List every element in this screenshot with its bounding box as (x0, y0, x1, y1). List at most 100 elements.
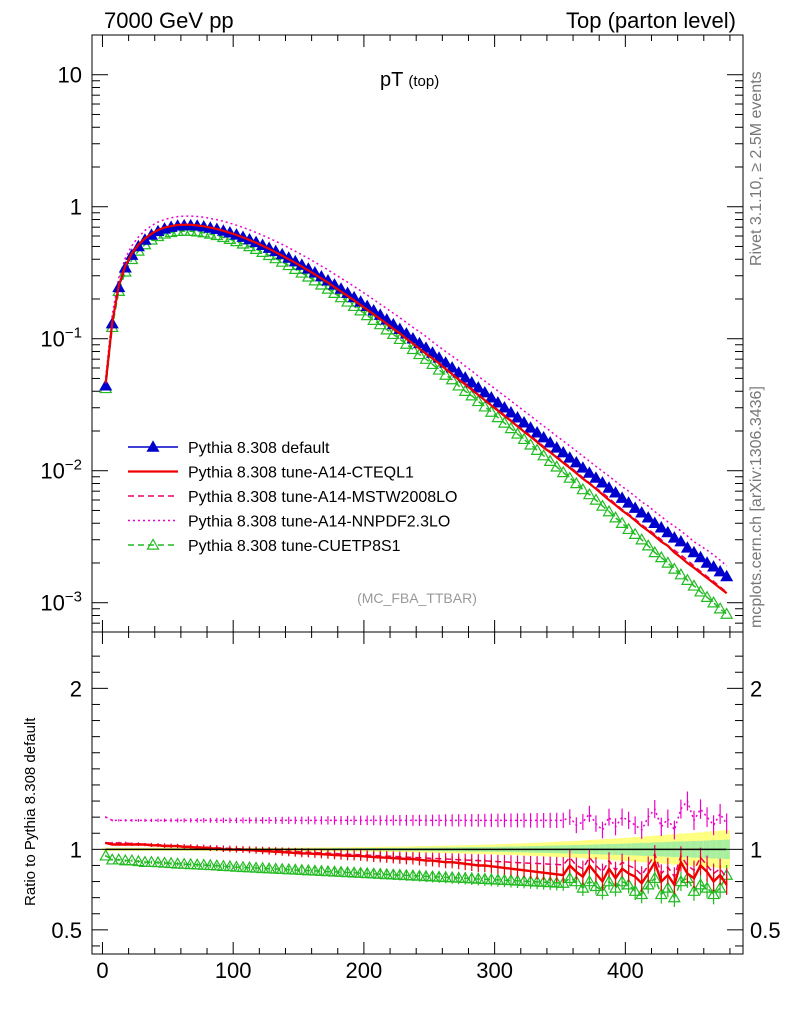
data-point-cuetp8s1 (484, 405, 498, 417)
data-point-cuetp8s1 (478, 400, 492, 412)
data-point-cuetp8s1 (543, 454, 557, 466)
series-line-nnpdf (104, 215, 728, 567)
legend-label-default: Pythia 8.308 default (188, 440, 330, 457)
ratio-point-cuetp8s1 (223, 859, 237, 872)
data-point-cuetp8s1 (707, 596, 721, 608)
data-point-default (648, 516, 662, 528)
header-process-label: Top (parton level) (566, 8, 736, 33)
ratio-point-cuetp8s1 (321, 864, 335, 877)
ratio-point-cuetp8s1 (210, 859, 224, 871)
data-point-default (510, 411, 525, 423)
data-point-default (589, 471, 603, 483)
data-point-default (569, 456, 583, 468)
data-point-cuetp8s1 (504, 421, 518, 434)
data-point-cuetp8s1 (425, 357, 440, 370)
data-point-default (615, 491, 629, 503)
ratio-point-cuetp8s1 (458, 871, 472, 884)
ratio-point-cuetp8s1 (386, 868, 400, 880)
data-point-default (497, 401, 511, 413)
data-point-default (517, 416, 531, 428)
data-point-cuetp8s1 (445, 372, 459, 385)
data-point-cuetp8s1 (661, 556, 675, 568)
y-tick-label: 1 (70, 195, 82, 220)
ratio-point-cuetp8s1 (229, 860, 243, 872)
data-point-cuetp8s1 (720, 607, 734, 619)
ratio-point-cuetp8s1 (144, 855, 159, 867)
data-point-default (674, 534, 688, 547)
data-point-cuetp8s1 (648, 545, 662, 558)
data-point-default (661, 525, 675, 538)
data-point-default (563, 451, 577, 463)
ratio-point-cuetp8s1 (256, 861, 270, 874)
ratio-point-cuetp8s1 (327, 865, 342, 877)
ratio-point-cuetp8s1 (674, 874, 688, 887)
ratio-point-cuetp8s1 (216, 859, 230, 871)
data-point-default (524, 421, 538, 433)
data-point-cuetp8s1 (595, 499, 610, 511)
ratio-y-tick-label-right: 0.5 (750, 918, 781, 943)
data-point-cuetp8s1 (589, 493, 603, 505)
x-tick-label: 200 (346, 958, 383, 983)
data-point-default (543, 436, 557, 448)
ratio-point-cuetp8s1 (341, 865, 355, 878)
ratio-point-cuetp8s1 (700, 881, 714, 893)
data-point-cuetp8s1 (674, 567, 688, 580)
legend-label-cteql1: Pythia 8.308 tune-A14-CTEQL1 (188, 465, 414, 482)
ratio-y-tick-label: 1 (70, 837, 82, 862)
data-point-cuetp8s1 (393, 332, 407, 345)
data-point-default (700, 556, 714, 568)
ratio-point-cuetp8s1 (314, 864, 328, 876)
data-point-default (445, 361, 459, 373)
data-point-cuetp8s1 (406, 342, 420, 355)
data-point-default (628, 501, 642, 513)
ratio-point-cuetp8s1 (131, 854, 145, 867)
data-point-cuetp8s1 (452, 379, 466, 391)
ratio-point-cuetp8s1 (118, 853, 132, 866)
ratio-point-cuetp8s1 (197, 858, 211, 870)
legend-label-nnpdf: Pythia 8.308 tune-A14-NNPDF2.3LO (188, 514, 450, 531)
ratio-point-cuetp8s1 (380, 867, 394, 880)
series-line-cuetp8s1 (104, 230, 728, 615)
rivet-version-label: Rivet 3.1.10, ≥ 2.5M events (748, 71, 765, 266)
ratio-point-cuetp8s1 (125, 853, 139, 866)
ratio-point-cuetp8s1 (628, 884, 642, 896)
ratio-point-cuetp8s1 (530, 875, 544, 887)
data-point-cuetp8s1 (517, 432, 531, 445)
ratio-point-cuetp8s1 (190, 858, 204, 870)
series-line-cteql1 (104, 223, 728, 595)
data-point-cuetp8s1 (530, 443, 544, 455)
ratio-point-cuetp8s1 (478, 872, 492, 885)
ratio-point-cuetp8s1 (99, 849, 113, 861)
ratio-point-cuetp8s1 (367, 867, 381, 879)
data-point-cuetp8s1 (556, 465, 570, 478)
ratio-point-cuetp8s1 (693, 878, 708, 890)
ratio-point-cuetp8s1 (635, 887, 649, 900)
x-tick-label: 300 (476, 958, 513, 983)
data-point-cuetp8s1 (680, 573, 694, 585)
data-point-default (504, 406, 518, 418)
data-point-default (99, 379, 113, 391)
ratio-point-cuetp8s1 (465, 871, 479, 884)
y-tick-label: 10−1 (40, 325, 82, 352)
ratio-point-cuetp8s1 (164, 856, 178, 869)
ratio-point-cuetp8s1 (615, 874, 629, 887)
ratio-y-tick-label-right: 1 (750, 837, 762, 862)
header-beam-label: 7000 GeV pp (104, 8, 234, 33)
ratio-point-cuetp8s1 (158, 856, 172, 868)
data-point-cuetp8s1 (569, 476, 583, 489)
ratio-point-cuetp8s1 (249, 861, 263, 873)
ratio-point-cuetp8s1 (282, 862, 296, 875)
data-point-cuetp8s1 (615, 516, 629, 528)
axes-group: 0 100 200 300 400 10 1 10−1 10−2 10−3 2 2 1 1 0.5 0.5 (40, 34, 781, 983)
data-point-cuetp8s1 (458, 384, 472, 396)
legend-label-mstw: Pythia 8.308 tune-A14-MSTW2008LO (188, 489, 457, 506)
ratio-point-cuetp8s1 (184, 857, 198, 870)
data-point-cuetp8s1 (550, 460, 564, 472)
ratio-point-cuetp8s1 (445, 870, 459, 883)
ratio-y-tick-label-right: 2 (750, 676, 762, 701)
data-point-cuetp8s1 (419, 352, 433, 364)
analysis-annotation: (MC_FBA_TTBAR) (357, 590, 477, 606)
data-point-cuetp8s1 (563, 471, 577, 483)
ratio-point-cuetp8s1 (425, 870, 440, 882)
data-point-default (465, 376, 479, 388)
